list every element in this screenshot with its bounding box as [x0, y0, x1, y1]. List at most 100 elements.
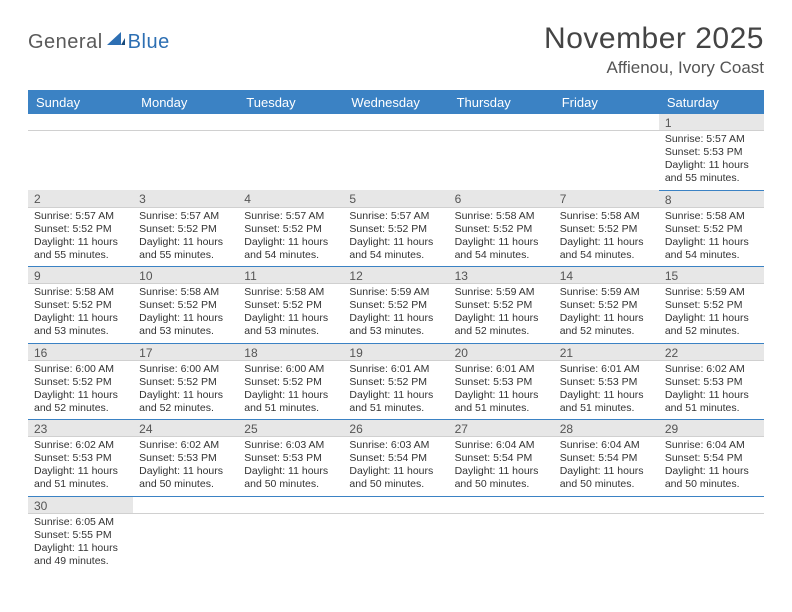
day-cell: Sunrise: 5:57 AMSunset: 5:52 PMDaylight:… [238, 207, 343, 267]
day-cell: Sunrise: 6:04 AMSunset: 5:54 PMDaylight:… [554, 437, 659, 497]
week-row: Sunrise: 5:57 AMSunset: 5:53 PMDaylight:… [28, 131, 764, 191]
calendar-table: Sunday Monday Tuesday Wednesday Thursday… [28, 90, 764, 572]
daynum-cell [449, 114, 554, 131]
day-number: 18 [238, 344, 343, 360]
day-entry: Sunrise: 5:58 AMSunset: 5:52 PMDaylight:… [554, 208, 659, 267]
sunset-line: Sunset: 5:52 PM [349, 223, 446, 236]
day-number: 8 [659, 191, 764, 207]
daylight-line: Daylight: 11 hours and 52 minutes. [455, 312, 552, 338]
day-number [554, 114, 659, 130]
day-cell [554, 131, 659, 191]
day-header: Monday [133, 90, 238, 114]
sunrise-line: Sunrise: 6:00 AM [244, 363, 341, 376]
daynum-cell: 9 [28, 267, 133, 284]
sunset-line: Sunset: 5:54 PM [560, 452, 657, 465]
sunset-line: Sunset: 5:53 PM [560, 376, 657, 389]
day-cell [343, 513, 448, 572]
day-number: 16 [28, 344, 133, 360]
sunrise-line: Sunrise: 5:57 AM [349, 210, 446, 223]
daylight-line: Daylight: 11 hours and 54 minutes. [349, 236, 446, 262]
day-entry [28, 131, 133, 137]
sunset-line: Sunset: 5:52 PM [560, 299, 657, 312]
sunset-line: Sunset: 5:54 PM [665, 452, 762, 465]
day-entry: Sunrise: 6:02 AMSunset: 5:53 PMDaylight:… [28, 437, 133, 496]
day-number: 23 [28, 420, 133, 436]
sunset-line: Sunset: 5:52 PM [665, 223, 762, 236]
daynum-cell: 26 [343, 420, 448, 437]
brand-part1: General [28, 31, 103, 54]
day-entry: Sunrise: 5:57 AMSunset: 5:52 PMDaylight:… [28, 208, 133, 267]
day-entry [343, 131, 448, 137]
day-entry: Sunrise: 6:01 AMSunset: 5:53 PMDaylight:… [449, 361, 554, 420]
day-number [554, 497, 659, 513]
day-cell: Sunrise: 6:02 AMSunset: 5:53 PMDaylight:… [28, 437, 133, 497]
day-number [449, 114, 554, 130]
day-entry: Sunrise: 5:59 AMSunset: 5:52 PMDaylight:… [449, 284, 554, 343]
day-number: 9 [28, 267, 133, 283]
daynum-row: 23242526272829 [28, 420, 764, 437]
day-entry: Sunrise: 5:59 AMSunset: 5:52 PMDaylight:… [659, 284, 764, 343]
calendar-body: 1Sunrise: 5:57 AMSunset: 5:53 PMDaylight… [28, 114, 764, 572]
daylight-line: Daylight: 11 hours and 55 minutes. [34, 236, 131, 262]
day-cell: Sunrise: 5:59 AMSunset: 5:52 PMDaylight:… [554, 284, 659, 344]
day-entry: Sunrise: 5:57 AMSunset: 5:52 PMDaylight:… [238, 208, 343, 267]
day-header: Friday [554, 90, 659, 114]
daylight-line: Daylight: 11 hours and 51 minutes. [34, 465, 131, 491]
sunrise-line: Sunrise: 6:02 AM [34, 439, 131, 452]
daynum-cell: 30 [28, 496, 133, 513]
sunrise-line: Sunrise: 6:05 AM [34, 516, 131, 529]
week-row: Sunrise: 6:05 AMSunset: 5:55 PMDaylight:… [28, 513, 764, 572]
sunrise-line: Sunrise: 5:58 AM [139, 286, 236, 299]
daylight-line: Daylight: 11 hours and 50 minutes. [139, 465, 236, 491]
sunrise-line: Sunrise: 5:57 AM [34, 210, 131, 223]
daylight-line: Daylight: 11 hours and 52 minutes. [665, 312, 762, 338]
day-entry: Sunrise: 6:04 AMSunset: 5:54 PMDaylight:… [554, 437, 659, 496]
day-entry [238, 514, 343, 520]
day-cell: Sunrise: 5:57 AMSunset: 5:52 PMDaylight:… [28, 207, 133, 267]
day-number [133, 497, 238, 513]
day-number [449, 497, 554, 513]
month-title: November 2025 [544, 22, 764, 56]
day-number: 25 [238, 420, 343, 436]
day-number: 10 [133, 267, 238, 283]
sunrise-line: Sunrise: 5:59 AM [560, 286, 657, 299]
sunset-line: Sunset: 5:52 PM [244, 376, 341, 389]
daynum-cell: 19 [343, 343, 448, 360]
daylight-line: Daylight: 11 hours and 54 minutes. [665, 236, 762, 262]
daynum-cell: 24 [133, 420, 238, 437]
day-cell: Sunrise: 6:00 AMSunset: 5:52 PMDaylight:… [133, 360, 238, 420]
daynum-cell [554, 496, 659, 513]
sunset-line: Sunset: 5:52 PM [34, 299, 131, 312]
sunset-line: Sunset: 5:54 PM [455, 452, 552, 465]
day-number: 12 [343, 267, 448, 283]
day-entry: Sunrise: 6:01 AMSunset: 5:53 PMDaylight:… [554, 361, 659, 420]
sunset-line: Sunset: 5:53 PM [665, 146, 762, 159]
daylight-line: Daylight: 11 hours and 53 minutes. [34, 312, 131, 338]
day-header-row: Sunday Monday Tuesday Wednesday Thursday… [28, 90, 764, 114]
sunrise-line: Sunrise: 6:01 AM [349, 363, 446, 376]
daynum-cell: 7 [554, 190, 659, 207]
day-entry: Sunrise: 5:57 AMSunset: 5:52 PMDaylight:… [133, 208, 238, 267]
day-entry: Sunrise: 5:57 AMSunset: 5:52 PMDaylight:… [343, 208, 448, 267]
day-entry: Sunrise: 5:57 AMSunset: 5:53 PMDaylight:… [659, 131, 764, 190]
day-entry [133, 131, 238, 137]
day-entry [133, 514, 238, 520]
day-cell [449, 513, 554, 572]
day-entry [238, 131, 343, 137]
day-entry: Sunrise: 5:58 AMSunset: 5:52 PMDaylight:… [28, 284, 133, 343]
sunrise-line: Sunrise: 5:59 AM [455, 286, 552, 299]
day-entry [659, 514, 764, 520]
day-entry [449, 131, 554, 137]
sunrise-line: Sunrise: 6:04 AM [560, 439, 657, 452]
day-number: 2 [28, 190, 133, 206]
day-entry: Sunrise: 6:00 AMSunset: 5:52 PMDaylight:… [238, 361, 343, 420]
daylight-line: Daylight: 11 hours and 50 minutes. [455, 465, 552, 491]
daylight-line: Daylight: 11 hours and 53 minutes. [349, 312, 446, 338]
brand-part2: Blue [128, 31, 170, 54]
day-number: 4 [238, 190, 343, 206]
sunset-line: Sunset: 5:53 PM [139, 452, 236, 465]
daylight-line: Daylight: 11 hours and 50 minutes. [665, 465, 762, 491]
sunrise-line: Sunrise: 5:58 AM [665, 210, 762, 223]
sunset-line: Sunset: 5:52 PM [244, 223, 341, 236]
day-header: Sunday [28, 90, 133, 114]
